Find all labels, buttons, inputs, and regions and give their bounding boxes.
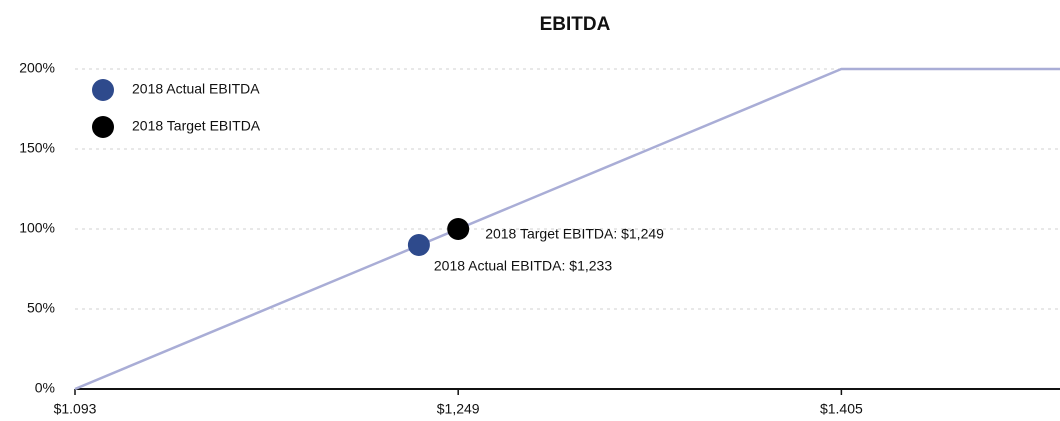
y-tick-label: 200% <box>19 60 55 76</box>
chart-title: EBITDA <box>540 14 611 35</box>
x-tick-label: $1,249 <box>437 401 480 417</box>
legend-marker <box>92 116 114 138</box>
legend-label: 2018 Target EBITDA <box>132 118 261 134</box>
payout-line <box>74 67 1060 391</box>
x-tick-label: $1.405 <box>820 401 863 417</box>
x-tick-label: $1.093 <box>54 401 97 417</box>
point-annotation: 2018 Target EBITDA: $1,249 <box>485 226 664 242</box>
y-tick-label: 0% <box>35 380 55 396</box>
y-tick-label: 50% <box>27 300 55 316</box>
legend-label: 2018 Actual EBITDA <box>132 81 260 97</box>
point-annotation: 2018 Actual EBITDA: $1,233 <box>434 258 612 274</box>
y-tick-label: 100% <box>19 220 55 236</box>
point <box>407 234 430 256</box>
legend-marker <box>92 79 114 101</box>
point <box>447 218 470 240</box>
y-tick-label: 150% <box>19 140 55 156</box>
